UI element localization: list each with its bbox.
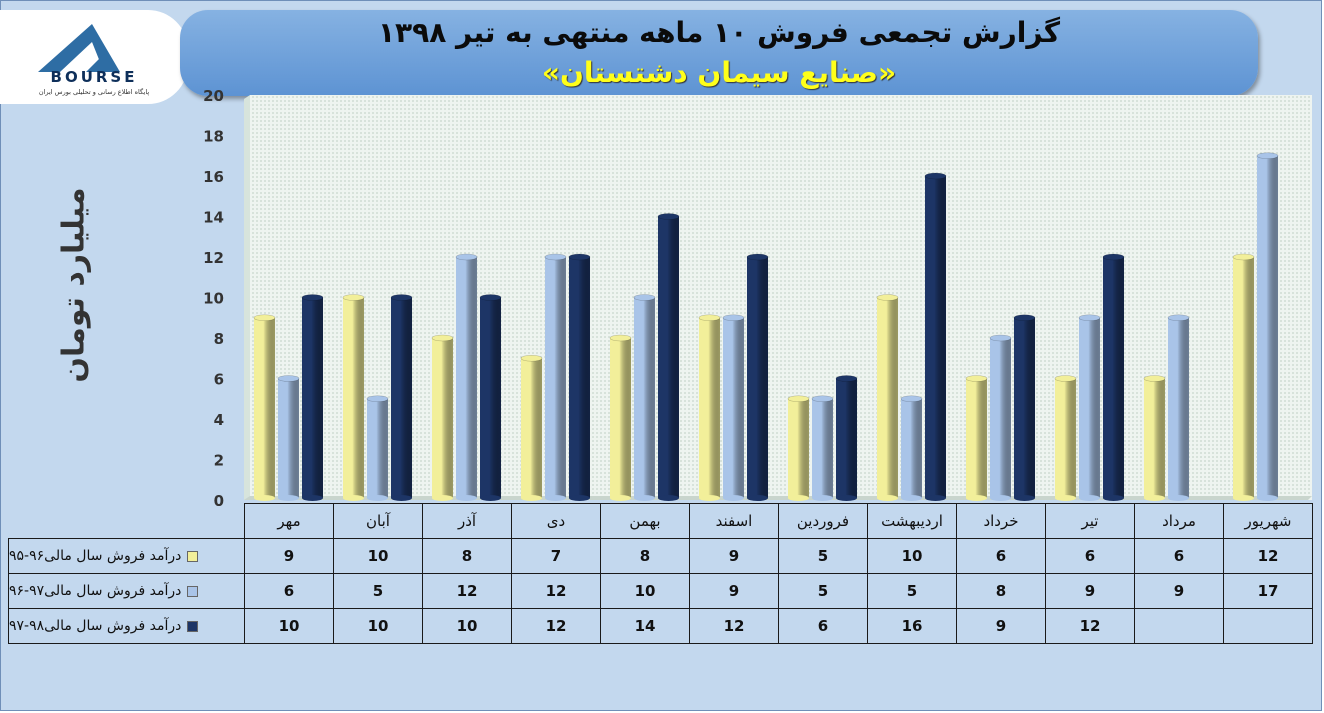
- data-label: 9: [689, 573, 779, 609]
- x-category-label: آبان: [333, 503, 423, 539]
- chart-title: گزارش تجمعی فروش ۱۰ ماهه منتهی به تیر ۱۳…: [377, 16, 1061, 49]
- data-label: 9: [1045, 573, 1135, 609]
- x-category-label: شهریور: [1223, 503, 1313, 539]
- legend-entry: درآمد فروش سال مالی۹۸-۹۷: [8, 608, 245, 644]
- data-label: 10: [600, 573, 690, 609]
- data-label: 10: [867, 538, 957, 574]
- legend-swatch: [187, 620, 199, 632]
- data-label: 6: [244, 573, 334, 609]
- data-label: 6: [1045, 538, 1135, 574]
- data-label: 9: [956, 608, 1046, 644]
- y-axis-title: میلیارد تومان: [24, 180, 124, 390]
- data-label: 6: [1134, 538, 1224, 574]
- legend-label: درآمد فروش سال مالی۹۸-۹۷: [9, 618, 182, 634]
- data-label: 10: [333, 608, 423, 644]
- data-label: 5: [778, 573, 868, 609]
- data-label: 8: [956, 573, 1046, 609]
- data-label: 16: [867, 608, 957, 644]
- x-category-label: اردیبهشت: [867, 503, 957, 539]
- data-label: 6: [778, 608, 868, 644]
- data-label: 12: [689, 608, 779, 644]
- logo-wordmark: BOURSE: [51, 68, 138, 86]
- data-label: 10: [422, 608, 512, 644]
- x-category-label: آذر: [422, 503, 512, 539]
- data-label: 6: [956, 538, 1046, 574]
- legend-swatch: [187, 550, 199, 562]
- data-label: 12: [1045, 608, 1135, 644]
- table-corner: [8, 503, 245, 539]
- data-label: 8: [600, 538, 690, 574]
- legend-entry: درآمد فروش سال مالی۹۷-۹۶: [8, 573, 245, 609]
- data-label: 9: [1134, 573, 1224, 609]
- data-label: 5: [867, 573, 957, 609]
- legend-swatch: [187, 585, 199, 597]
- data-label: 5: [778, 538, 868, 574]
- data-label: 7: [511, 538, 601, 574]
- x-category-label: تیر: [1045, 503, 1135, 539]
- data-label: 12: [511, 573, 601, 609]
- title-banner: گزارش تجمعی فروش ۱۰ ماهه منتهی به تیر ۱۳…: [180, 10, 1258, 96]
- legend-label: درآمد فروش سال مالی۹۶-۹۵: [9, 548, 182, 564]
- data-label: 10: [333, 538, 423, 574]
- data-label: 17: [1223, 573, 1313, 609]
- data-label: 12: [511, 608, 601, 644]
- data-label: [1223, 608, 1313, 644]
- legend-entry: درآمد فروش سال مالی۹۶-۹۵: [8, 538, 245, 574]
- x-category-label: بهمن: [600, 503, 690, 539]
- data-label: 10: [244, 608, 334, 644]
- logo-tagline: پایگاه اطلاع رسانی و تحلیلی بورس ایران: [39, 88, 150, 96]
- data-label: 9: [689, 538, 779, 574]
- legend-label: درآمد فروش سال مالی۹۷-۹۶: [9, 583, 182, 599]
- data-label: 14: [600, 608, 690, 644]
- data-label: [1134, 608, 1224, 644]
- chart-data-table: مهر آبان آذر دی بهمن اسفند فروردین اردیبهشت خردا…: [8, 503, 1313, 644]
- data-label: 5: [333, 573, 423, 609]
- data-label: 9: [244, 538, 334, 574]
- x-category-label: خرداد: [956, 503, 1046, 539]
- chart-subtitle: «صنایع سیمان دشتستان»: [541, 56, 897, 89]
- x-category-label: مهر: [244, 503, 334, 539]
- x-category-label: مرداد: [1134, 503, 1224, 539]
- data-label: 12: [422, 573, 512, 609]
- x-category-label: دی: [511, 503, 601, 539]
- x-category-label: اسفند: [689, 503, 779, 539]
- data-label: 8: [422, 538, 512, 574]
- data-label: 12: [1223, 538, 1313, 574]
- y-axis-title-text: میلیارد تومان: [56, 187, 92, 383]
- x-category-label: فروردین: [778, 503, 868, 539]
- bourse-logo: BOURSE پایگاه اطلاع رسانی و تحلیلی بورس …: [0, 10, 188, 104]
